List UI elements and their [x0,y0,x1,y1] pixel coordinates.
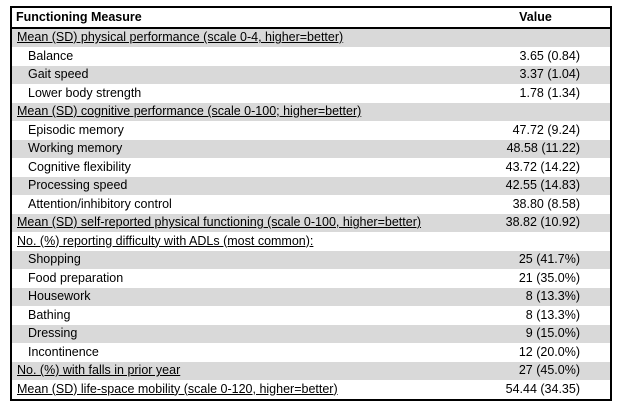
measure-value: 3.65 (0.84) [519,48,580,63]
measure-value [461,232,611,251]
measure-label: Shopping [11,251,461,270]
measure-label-text: Mean (SD) self-reported physical functio… [17,215,422,229]
table-row: Working memory 48.58 (11.22) [11,139,611,159]
measure-value: 21 (35.0%) [518,270,580,285]
measure-label-text: Mean (SD) life-space mobility (scale 0-1… [17,381,338,396]
table-row: Incontinence 12 (20.0%) [11,343,611,362]
table-row: Processing speed 42.55 (14.83) [11,176,611,196]
measure-label-text: Mean (SD) cognitive performance (scale 0… [17,104,362,118]
table-row: Mean (SD) cognitive performance (scale 0… [11,102,611,122]
measure-label: Housework [11,288,461,307]
measure-label-text: Lower body strength [28,85,142,100]
measure-label-text: Episodic memory [28,122,124,137]
table-row: Food preparation 21 (35.0%) [11,269,611,288]
measure-label-text: Gait speed [28,67,89,81]
measure-value [461,28,611,48]
measure-label-text: Food preparation [28,270,124,285]
measure-label: Incontinence [11,343,461,362]
measure-label-text: No. (%) with falls in prior year [17,363,181,377]
measure-value: 1.78 (1.34) [519,85,580,100]
measure-label: Cognitive flexibility [11,158,461,177]
measure-label-text: Cognitive flexibility [28,159,131,174]
measure-label: Food preparation [11,269,461,288]
measure-label-text: Mean (SD) physical performance (scale 0-… [17,30,344,44]
table-row: Bathing 8 (13.3%) [11,306,611,325]
measure-value: 48.58 (11.22) [506,141,580,155]
section-label: Mean (SD) life-space mobility (scale 0-1… [11,380,461,400]
table-row: Housework 8 (13.3%) [11,287,611,307]
measure-value: 8 (13.3%) [525,289,580,303]
measure-label-text: Processing speed [28,178,128,192]
measure-label-text: Shopping [28,252,81,266]
measure-value: 43.72 (14.22) [505,159,580,174]
measure-label: Balance [11,47,461,66]
table-header: Functioning Measure Value [11,7,611,29]
table-row: Mean (SD) self-reported physical functio… [11,213,611,233]
measure-value: 12 (20.0%) [518,344,580,359]
section-label: Mean (SD) cognitive performance (scale 0… [11,103,461,122]
table-header-row: Functioning Measure Value [11,7,611,29]
measure-label-text: Bathing [28,307,71,322]
measure-label: Lower body strength [11,84,461,103]
measure-value: 38.82 (10.92) [505,215,580,229]
section-label: No. (%) reporting difficulty with ADLs (… [11,232,461,251]
column-header-value: Value [461,7,611,29]
measure-label-text: Incontinence [28,344,99,359]
functioning-measure-table: Functioning Measure Value Mean (SD) phys… [10,6,612,401]
measure-label: Processing speed [11,177,461,196]
measure-label: Attention/inhibitory control [11,195,461,214]
measure-value [461,103,611,122]
table-row: No. (%) with falls in prior year 27 (45.0… [11,361,611,381]
section-label: Mean (SD) physical performance (scale 0-… [11,28,461,48]
measure-value: 25 (41.7%) [518,252,580,266]
measure-label-text: Dressing [28,326,78,340]
measure-label: Dressing [11,325,461,344]
measure-label-text: Housework [28,289,91,303]
measure-value: 8 (13.3%) [525,307,580,322]
table-row: Shopping 25 (41.7%) [11,250,611,270]
table-row: Mean (SD) physical performance (scale 0-… [11,27,611,48]
table-row: Attention/inhibitory control 38.80 (8.58) [11,195,611,214]
section-label: No. (%) with falls in prior year [11,362,461,381]
measure-label: Working memory [11,140,461,159]
measure-label-text: No. (%) reporting difficulty with ADLs (… [17,233,314,248]
measure-value: 27 (45.0%) [518,363,580,377]
measure-value: 38.80 (8.58) [512,196,580,211]
table-row: Episodic memory 47.72 (9.24) [11,121,611,140]
section-label: Mean (SD) self-reported physical functio… [11,214,461,233]
measure-value: 47.72 (9.24) [512,122,580,137]
measure-label-text: Balance [28,48,74,63]
measure-label: Gait speed [11,66,461,85]
table-row: Gait speed 3.37 (1.04) [11,65,611,85]
table-row: Lower body strength 1.78 (1.34) [11,84,611,103]
table-row: Dressing 9 (15.0%) [11,324,611,344]
measure-value: 3.37 (1.04) [519,67,580,81]
measure-label-text: Working memory [28,141,123,155]
measure-label-text: Attention/inhibitory control [28,196,172,211]
table-row: Cognitive flexibility 43.72 (14.22) [11,158,611,177]
table-body: Mean (SD) physical performance (scale 0-… [11,27,611,400]
table-row: Balance 3.65 (0.84) [11,47,611,66]
measure-value: 9 (15.0%) [525,326,580,340]
measure-label: Episodic memory [11,121,461,140]
measure-label: Bathing [11,306,461,325]
measure-value: 42.55 (14.83) [505,178,580,192]
column-header-functioning-measure: Functioning Measure [11,7,461,29]
measure-value: 54.44 (34.35) [505,381,580,396]
table-row: No. (%) reporting difficulty with ADLs (… [11,232,611,251]
table-row: Mean (SD) life-space mobility (scale 0-1… [11,380,611,400]
